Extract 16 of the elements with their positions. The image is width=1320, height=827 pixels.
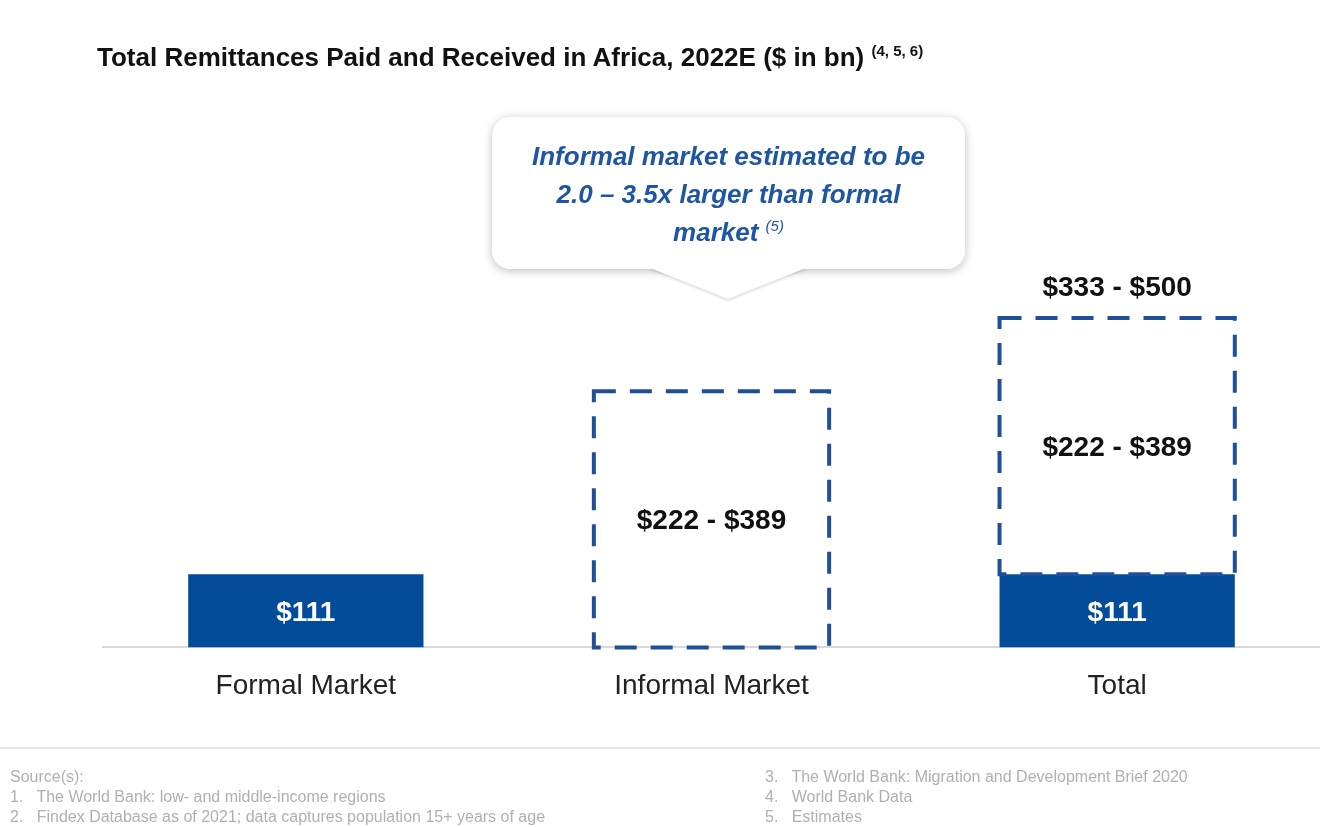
x-tick-label: Informal Market (614, 668, 809, 700)
data-label: $111 (276, 595, 336, 627)
source-note: Source(s): (10, 767, 85, 787)
annotation: $222 - $389 (636, 503, 787, 535)
total-label: $333 - $500 (1042, 270, 1192, 302)
chart-title: Total Remittances Paid and Received in Africa, 2022E ($ in bn) $^{(4, 5, 6)}$ (97, 42, 924, 73)
x-tick-label: Formal Market (215, 668, 397, 700)
text: 3. The World Bank: Migration and Development Brief 2020 (765, 767, 1188, 787)
text: 1. The World Bank: low- and middle-income regions (10, 787, 387, 807)
text: 5. Estimates (765, 807, 863, 827)
text: 2. Findex Database as of 2021; data captures population 15+ years of age (10, 807, 546, 827)
text: Informal market estimated to be 2.0 – 3.5x larger than formal market $^{(5)}$ (531, 140, 926, 249)
data-label: $111 (1087, 595, 1147, 627)
x-tick-label: Total (1087, 668, 1147, 700)
text: 4. World Bank Data (765, 787, 914, 807)
annotation: $222 - $389 (1042, 430, 1192, 462)
